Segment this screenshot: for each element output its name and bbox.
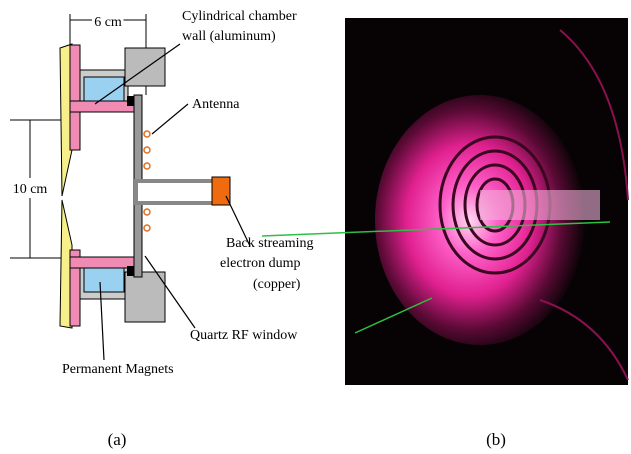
diagram: 6 cm 10 cm <box>8 9 313 377</box>
magnet <box>84 268 124 292</box>
caption: (b) <box>486 430 506 449</box>
label: Back streaming electron dump (copper) <box>220 236 313 292</box>
block <box>125 48 165 86</box>
caption: (a) <box>108 430 127 449</box>
label: Quartz RF window <box>190 328 298 343</box>
dump <box>212 177 230 205</box>
dim-label: 10 cm <box>13 182 48 197</box>
photo <box>262 18 628 385</box>
dim-label: 6 cm <box>94 15 122 30</box>
figure: 6 cm 10 cm <box>0 0 631 454</box>
label-line: Back streaming <box>226 236 313 251</box>
tube <box>136 181 214 203</box>
label-line: Cylindrical chamber <box>182 9 297 24</box>
label-line: wall (aluminum) <box>182 29 276 44</box>
label-line: (copper) <box>253 277 301 292</box>
tube-glow <box>480 190 600 220</box>
wall <box>70 257 134 268</box>
label: Permanent Magnets <box>62 362 174 377</box>
label: Cylindrical chamber wall (aluminum) <box>182 9 297 44</box>
block <box>125 272 165 322</box>
label-line: electron dump <box>220 256 300 271</box>
label: Antenna <box>192 97 240 112</box>
wall <box>70 45 80 150</box>
wall <box>70 101 134 112</box>
